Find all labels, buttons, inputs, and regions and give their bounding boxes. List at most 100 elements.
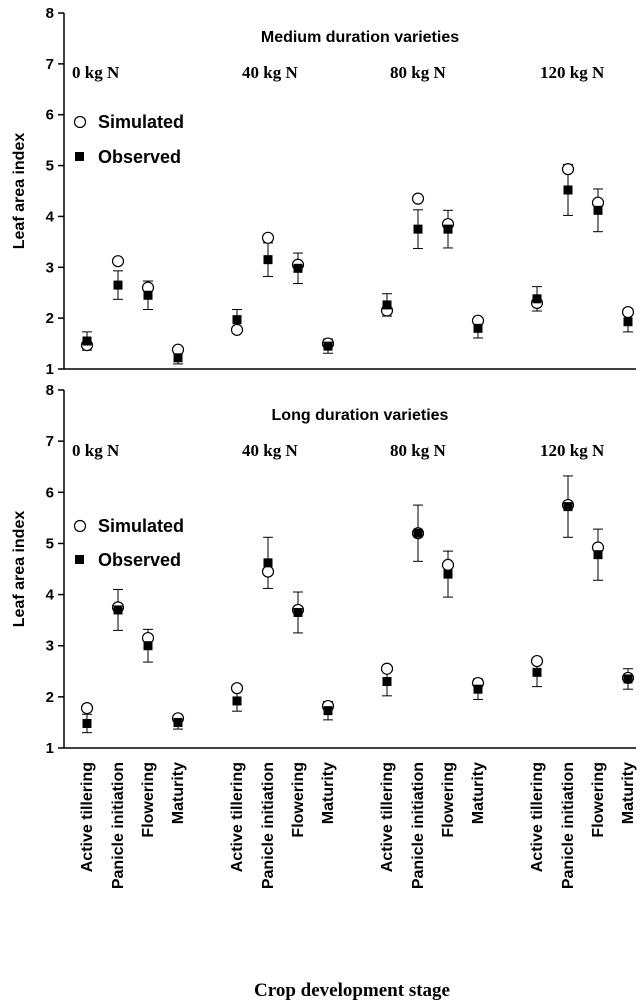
y-tick-label: 5 xyxy=(46,535,54,552)
simulated-point xyxy=(561,163,575,176)
y-tick-label: 3 xyxy=(46,638,54,655)
stage-label: Panicle initiation xyxy=(110,762,127,889)
observed-point xyxy=(623,317,633,327)
observed-point xyxy=(143,290,153,300)
observed-point xyxy=(293,607,303,617)
x-axis-title: Crop development stage xyxy=(254,980,450,1001)
y-tick-label: 5 xyxy=(46,158,54,175)
observed-point xyxy=(232,696,242,706)
observed-point xyxy=(232,315,242,325)
y-tick-label: 2 xyxy=(46,310,54,327)
stage-label: Flowering xyxy=(440,762,457,838)
panel-subtitle: Medium duration varieties xyxy=(261,29,459,46)
group-label: 80 kg N xyxy=(390,63,446,82)
y-tick-label: 8 xyxy=(46,5,54,22)
observed-point xyxy=(443,224,453,234)
stage-label: Active tillering xyxy=(379,762,396,872)
stage-label: Flowering xyxy=(590,762,607,838)
observed-point xyxy=(173,717,183,727)
observed-point xyxy=(293,263,303,273)
group-label: 0 kg N xyxy=(72,63,120,82)
panel-subtitle: Long duration varieties xyxy=(272,407,449,424)
stage-label: Maturity xyxy=(620,762,637,824)
observed-point xyxy=(82,336,92,346)
observed-point xyxy=(173,353,183,363)
simulated-point xyxy=(441,558,455,572)
stage-label: Maturity xyxy=(320,762,337,824)
simulated-point xyxy=(230,323,244,336)
group-label: 80 kg N xyxy=(390,441,446,460)
group-label: 120 kg N xyxy=(540,63,605,82)
simulated-point xyxy=(80,702,94,715)
observed-point xyxy=(532,667,542,677)
simulated-point xyxy=(411,192,425,205)
group-label: 40 kg N xyxy=(242,441,298,460)
y-tick-label: 1 xyxy=(46,361,54,378)
observed-point xyxy=(323,706,333,716)
observed-point xyxy=(593,205,603,215)
y-tick-label: 6 xyxy=(46,107,54,124)
observed-point xyxy=(593,550,603,560)
y-axis-title: Leaf area index xyxy=(11,511,28,628)
group-label: 0 kg N xyxy=(72,441,120,460)
panel-medium-duration: 1 2 3 4 5 6 7 8 Leaf area index Medium duration v… xyxy=(11,5,636,378)
stage-label: Panicle initiation xyxy=(410,762,427,889)
stage-label: Flowering xyxy=(290,762,307,838)
stage-label: Active tillering xyxy=(229,762,246,872)
stage-label: Maturity xyxy=(470,762,487,824)
legend-simulated-marker xyxy=(73,519,87,533)
y-tick-label: 3 xyxy=(46,259,54,276)
simulated-point xyxy=(380,662,394,675)
observed-point xyxy=(113,605,123,615)
observed-point xyxy=(473,323,483,333)
observed-point xyxy=(143,641,153,651)
y-tick-label: 2 xyxy=(46,689,54,706)
observed-point xyxy=(382,300,392,310)
simulated-point xyxy=(261,565,275,578)
observed-point xyxy=(532,294,542,304)
simulated-point xyxy=(111,255,125,268)
y-tick-label: 8 xyxy=(46,382,54,399)
legend-simulated-label: Simulated xyxy=(98,516,184,536)
simulated-point xyxy=(230,682,244,695)
simulated-point xyxy=(621,305,635,319)
stage-label: Panicle initiation xyxy=(560,762,577,889)
observed-point xyxy=(413,224,423,234)
y-tick-label: 6 xyxy=(46,484,54,501)
observed-point xyxy=(382,677,392,687)
simulated-point xyxy=(261,231,275,244)
y-tick-label: 7 xyxy=(46,56,54,73)
stage-label: Maturity xyxy=(170,762,187,824)
stage-label: Active tillering xyxy=(79,762,96,872)
legend-observed-label: Observed xyxy=(98,147,181,167)
y-tick-label: 1 xyxy=(46,740,54,757)
stage-label: Flowering xyxy=(140,762,157,838)
group-label: 40 kg N xyxy=(242,63,298,82)
observed-point xyxy=(563,185,573,195)
observed-point xyxy=(443,569,453,579)
simulated-point xyxy=(530,654,544,668)
legend-simulated-marker xyxy=(73,115,87,129)
legend-observed-marker xyxy=(75,152,84,161)
observed-point xyxy=(413,528,423,538)
group-label: 120 kg N xyxy=(540,441,605,460)
legend-simulated-label: Simulated xyxy=(98,112,184,132)
y-axis-title: Leaf area index xyxy=(11,133,28,250)
y-tick-label: 7 xyxy=(46,433,54,450)
observed-point xyxy=(82,718,92,728)
observed-point xyxy=(323,341,333,351)
legend-observed-label: Observed xyxy=(98,550,181,570)
panel-long-duration: 1 2 3 4 5 6 7 8 Leaf area index Long duration var… xyxy=(11,382,636,757)
y-tick-label: 4 xyxy=(46,587,55,604)
stage-labels: Active tillering Panicle initiation Flower… xyxy=(79,762,637,889)
observed-point xyxy=(563,502,573,512)
y-tick-label: 4 xyxy=(46,208,55,225)
observed-point xyxy=(623,674,633,684)
observed-point xyxy=(263,558,273,568)
stage-label: Panicle initiation xyxy=(260,762,277,889)
observed-point xyxy=(473,684,483,694)
legend-observed-marker xyxy=(75,555,84,564)
stage-label: Active tillering xyxy=(529,762,546,872)
observed-point xyxy=(113,280,123,290)
